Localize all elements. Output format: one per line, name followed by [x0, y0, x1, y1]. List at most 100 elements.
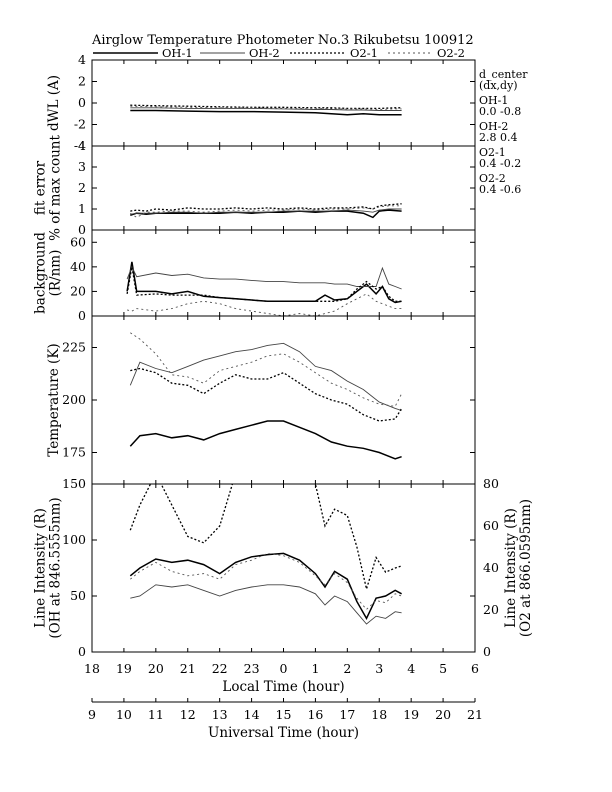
- y-axis-label: (OH at 846.5555nm): [48, 497, 64, 638]
- side-info-line: 2.8 0.4: [479, 131, 517, 144]
- panel-frame: [91, 229, 476, 317]
- local-time-tick-label: 1: [311, 661, 319, 676]
- panel-frame: [91, 315, 476, 485]
- y-tick-label: 3: [78, 159, 86, 174]
- y2-tick-label: 60: [483, 518, 499, 533]
- y-axis-label: (R/nm): [48, 250, 64, 297]
- side-info: d_center (dx,dy) OH-1 0.0 -0.8 OH-2 2.8 …: [479, 68, 528, 196]
- local-time-tick-label: 5: [439, 661, 447, 676]
- ut-tick-label: 10: [116, 707, 132, 722]
- series-line-oh2: [129, 342, 402, 411]
- y2-tick-label: 80: [483, 476, 499, 491]
- y-tick-label: 4: [78, 138, 86, 153]
- ut-tick-label: 14: [244, 707, 260, 722]
- y-tick-label: 2: [78, 74, 86, 89]
- y-axis-label: Line Intensity (R): [33, 508, 49, 628]
- y-axis-label: dWL (A): [46, 75, 62, 131]
- legend-label-oh1: OH-1: [162, 46, 193, 60]
- side-info-line: 0.4 -0.2: [479, 157, 521, 170]
- figure-title: Airglow Temperature Photometer No.3 Riku…: [91, 33, 474, 48]
- series-line-o22: [130, 332, 403, 407]
- ut-tick-label: 20: [435, 707, 451, 722]
- y-tick-label: 2: [78, 180, 86, 195]
- side-info-line: OH-2: [479, 120, 508, 133]
- ut-axis-label: Universal Time (hour): [208, 725, 359, 741]
- local-time-tick-label: 2: [343, 661, 351, 676]
- side-info-line: 0.0 -0.8: [479, 105, 521, 118]
- side-info-line: O2-1: [479, 146, 506, 159]
- panel-bg: 0 20 40 60 background (R/nm): [33, 229, 476, 323]
- y-tick-label: -2: [74, 117, 86, 132]
- ut-tick-label: 15: [276, 707, 292, 722]
- ut-tick-label: 9: [88, 707, 96, 722]
- panel-fit: 0 1 2 3 4 fit error% of max count: [33, 135, 476, 241]
- y-axis-label: % of max count: [48, 135, 64, 241]
- y2-tick-label: 0: [483, 644, 491, 659]
- side-info-line: 0.4 -0.6: [479, 183, 521, 196]
- y-tick-label: 0: [78, 644, 86, 659]
- side-info-line: d_center: [479, 68, 528, 81]
- legend-label-o22: O2-2: [437, 46, 465, 60]
- local-time-tick-label: 22: [212, 661, 228, 676]
- series-line-oh1: [130, 109, 402, 116]
- side-info-line: O2-2: [479, 172, 506, 185]
- ut-tick-label: 18: [371, 707, 387, 722]
- y-axis-label: fit error: [33, 160, 49, 215]
- y-tick-label: 0: [78, 308, 86, 323]
- series-line-o21: [130, 203, 402, 212]
- local-time-tick-label: 4: [407, 661, 415, 676]
- y-tick-label: 60: [70, 234, 86, 249]
- panel-frame: [91, 145, 476, 231]
- local-time-tick-label: 18: [84, 661, 100, 676]
- local-time-tick-label: 23: [244, 661, 260, 676]
- y-axis-label: background: [33, 232, 49, 314]
- y-tick-label: 50: [70, 588, 86, 603]
- series-line-oh2: [130, 584, 402, 625]
- ut-tick-label: 13: [212, 707, 228, 722]
- panel-frame: [91, 59, 476, 147]
- y-tick-label: 150: [62, 476, 86, 491]
- series-line-oh1: [126, 261, 402, 304]
- series-line-oh1: [129, 420, 402, 460]
- ut-tick-label: 12: [180, 707, 196, 722]
- local-time-tick-label: 0: [280, 661, 288, 676]
- series-line-o21: [126, 266, 402, 302]
- series-line-o22: [130, 105, 402, 110]
- y2-tick-label: 40: [483, 560, 499, 575]
- y2-tick-label: 20: [483, 602, 499, 617]
- legend: OH-1 OH-2 O2-1 O2-2: [93, 46, 465, 60]
- y-tick-label: 0: [78, 95, 86, 110]
- series-line-o21: [129, 484, 402, 592]
- y-tick-label: 0: [78, 222, 86, 237]
- ut-tick-label: 17: [339, 707, 355, 722]
- series-line-oh2: [130, 107, 402, 111]
- y-tick-label: 225: [62, 340, 86, 355]
- y-tick-label: 1: [78, 201, 86, 216]
- legend-label-oh2: OH-2: [249, 46, 280, 60]
- series-line-oh1: [129, 552, 402, 621]
- y-tick-label: 20: [70, 283, 86, 298]
- side-info-line: (dx,dy): [479, 79, 518, 92]
- y-tick-label: -4: [74, 138, 86, 153]
- ut-tick-label: 11: [148, 707, 164, 722]
- panel-frame: [91, 483, 476, 653]
- legend-label-o21: O2-1: [350, 46, 378, 60]
- local-time-tick-label: 19: [116, 661, 132, 676]
- y-tick-label: 200: [62, 392, 86, 407]
- ut-tick-label: 19: [403, 707, 419, 722]
- series-line-o22: [130, 552, 402, 611]
- y-axis-label: Temperature (K): [46, 343, 62, 456]
- series-line-o22: [126, 293, 402, 316]
- y2-axis-label: (O2 at 866.0595nm): [518, 499, 534, 637]
- y2-axis-label: Line Intensity (R): [503, 508, 519, 628]
- y-tick-label: 40: [70, 259, 86, 274]
- y-tick-label: 175: [62, 445, 86, 460]
- series-line-oh2: [126, 265, 402, 290]
- panel-dwl: 4 2 0 -2 -4 dWL (A): [46, 52, 476, 153]
- y-tick-label: 100: [62, 532, 86, 547]
